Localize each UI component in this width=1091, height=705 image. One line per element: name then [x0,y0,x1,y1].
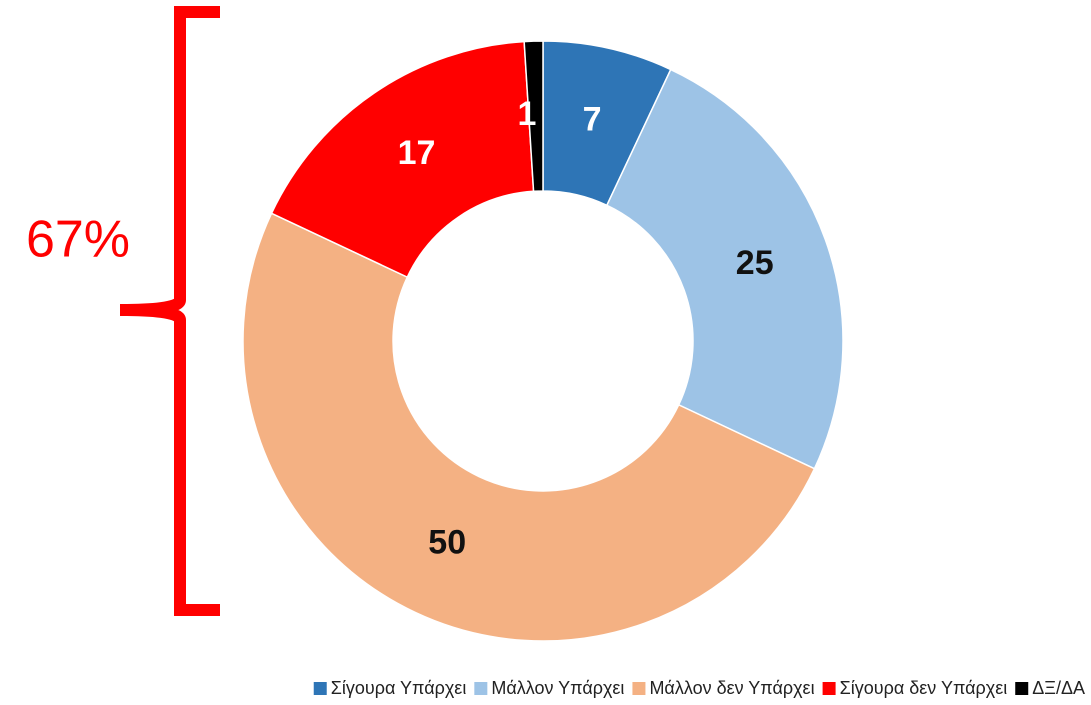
annotation: 67% [26,211,130,269]
legend-swatch [822,682,836,695]
legend-label: Σίγουρα δεν Υπάρχει [840,678,1008,698]
slice [242,212,816,642]
legend-swatch [313,682,327,695]
data-label: 7 [583,100,602,138]
slice [270,40,535,279]
legend-label: Μάλλον Υπάρχει [491,678,624,698]
slice [523,40,544,193]
legend-swatch [632,682,646,695]
legend-swatch [474,682,488,695]
legend-label: Μάλλον δεν Υπάρχει [649,678,814,698]
data-label: 1 [517,95,536,133]
data-label: 50 [428,524,466,562]
legend-label: Σίγουρα Υπάρχει [331,678,467,698]
legend-swatch [1015,682,1029,695]
slice [605,68,844,470]
legend-label: ΔΞ/ΔΑ [1032,678,1085,698]
data-label: 25 [736,244,774,282]
data-label: 17 [398,134,436,172]
brace [119,6,220,616]
